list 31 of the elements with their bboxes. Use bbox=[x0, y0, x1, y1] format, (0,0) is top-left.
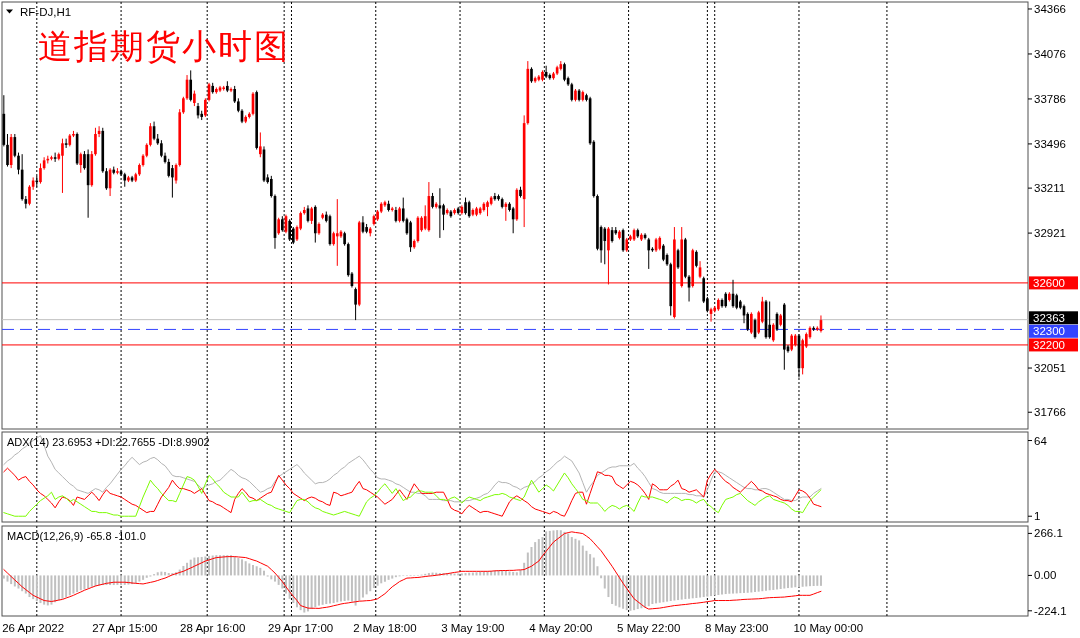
y-tick-label: 0.00 bbox=[1034, 569, 1057, 582]
y-tick-label: 32921 bbox=[1034, 227, 1066, 240]
y-tick-label: 34366 bbox=[1034, 2, 1066, 15]
ref-line-label: 32200 bbox=[1033, 338, 1065, 351]
x-tick-label: 3 May 19:00 bbox=[441, 622, 505, 634]
ref-line-label: 32300 bbox=[1033, 325, 1065, 338]
y-tick-label: 32051 bbox=[1034, 362, 1066, 375]
x-tick-label: 8 May 23:00 bbox=[705, 622, 769, 634]
y-tick-label: 33786 bbox=[1034, 92, 1066, 105]
y-tick-label: 31766 bbox=[1034, 406, 1066, 419]
y-tick-label: 64 bbox=[1034, 434, 1048, 447]
y-tick-label: 34076 bbox=[1034, 47, 1066, 60]
y-tick-label: -224.1 bbox=[1034, 604, 1067, 617]
x-tick-label: 4 May 20:00 bbox=[529, 622, 593, 634]
x-tick-label: 2 May 18:00 bbox=[353, 622, 417, 634]
ref-line-label: 32600 bbox=[1033, 276, 1065, 289]
x-tick-label: 29 Apr 17:00 bbox=[268, 622, 334, 634]
y-tick-label: 1 bbox=[1034, 510, 1041, 523]
x-tick-label: 26 Apr 2022 bbox=[2, 622, 65, 634]
x-tick-label: 27 Apr 15:00 bbox=[92, 622, 158, 634]
text: 道指期货小时图 bbox=[38, 28, 290, 65]
chart-title: ADX(14) 23.6953 +DI:22.7655 -DI:8.9902 bbox=[7, 436, 210, 448]
y-tick-label: 33211 bbox=[1034, 182, 1066, 195]
x-tick-label: 5 May 22:00 bbox=[617, 622, 681, 634]
x-tick-label: 10 May 00:00 bbox=[793, 622, 864, 634]
y-tick-label: 33496 bbox=[1034, 137, 1066, 150]
chart-title: MACD(12,26,9) -65.8 -101.0 bbox=[7, 530, 146, 542]
chart-subtitle: RF-DJ,H1 bbox=[20, 6, 72, 18]
ref-line-label: 32363 bbox=[1033, 311, 1065, 324]
x-tick-label: 28 Apr 16:00 bbox=[180, 622, 246, 634]
y-tick-label: 266.1 bbox=[1034, 527, 1063, 540]
